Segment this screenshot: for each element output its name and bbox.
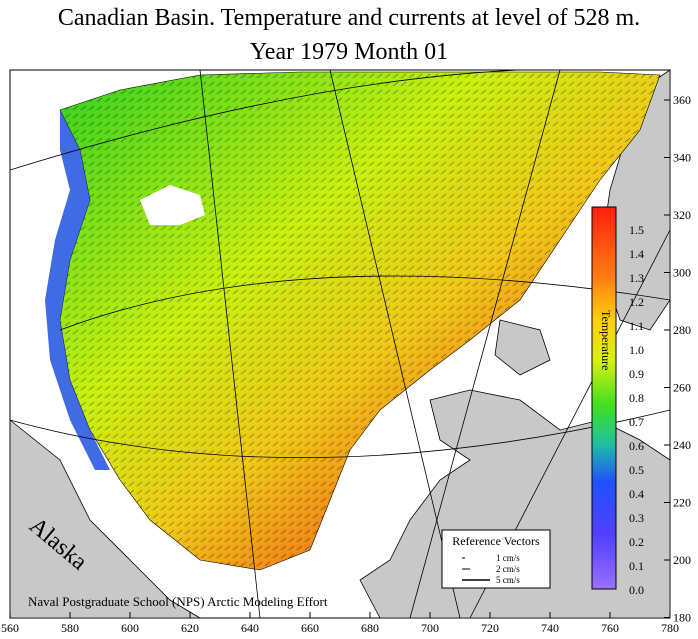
- colorbar-tick-label: 0.9: [629, 367, 644, 381]
- x-tick-label: 760: [601, 621, 619, 635]
- y-tick-label: 340: [673, 151, 691, 165]
- title-line-2: Year 1979 Month 01: [249, 39, 449, 65]
- y-axis-ticks: 360 340 320 300 280 260 240 220 200 180: [664, 93, 691, 625]
- reference-vectors-box: [441, 529, 551, 589]
- colorbar-tick-label: 1.2: [629, 295, 644, 309]
- x-tick-label: 720: [481, 621, 499, 635]
- x-tick-label: 700: [421, 621, 439, 635]
- island-landmass: [494, 319, 551, 376]
- arctic-islands-landmass: [599, 69, 671, 331]
- x-tick-label: 740: [541, 621, 559, 635]
- reference-vectors-title: Reference Vectors: [452, 534, 540, 548]
- x-tick-label: 680: [361, 621, 379, 635]
- x-tick-label: 600: [121, 621, 139, 635]
- colorbar: [591, 206, 617, 590]
- no-data-patch: [140, 185, 205, 225]
- y-tick-label: 260: [673, 381, 691, 395]
- credit-line: Naval Postgraduate School (NPS) Arctic M…: [28, 594, 328, 609]
- y-tick-label: 280: [673, 323, 691, 337]
- x-tick-label: 660: [301, 621, 319, 635]
- colorbar-label: Temperature: [599, 310, 613, 370]
- alaska-landmass: [9, 419, 202, 619]
- colorbar-tick-label: 1.4: [629, 247, 644, 261]
- x-tick-label: 640: [241, 621, 259, 635]
- x-tick-label: 560: [1, 621, 19, 635]
- colorbar-tick-label: 1.0: [629, 343, 644, 357]
- graticule: [9, 69, 671, 619]
- x-tick-label: 620: [181, 621, 199, 635]
- x-tick-label: 780: [661, 621, 679, 635]
- cold-water-edge: [45, 110, 110, 470]
- colorbar-tick-label: 0.5: [629, 463, 644, 477]
- reference-vector-label-5: 5 cm/s: [496, 575, 520, 585]
- colorbar-tick-label: 0.6: [629, 439, 644, 453]
- colorbar-tick-label: 1.1: [629, 319, 644, 333]
- colorbar-tick-label: 0.2: [629, 535, 644, 549]
- colorbar-tick-label: 0.8: [629, 391, 644, 405]
- y-tick-label: 360: [673, 93, 691, 107]
- colorbar-tick-label: 1.3: [629, 271, 644, 285]
- y-tick-label: 320: [673, 208, 691, 222]
- colorbar-tick-label: 1.5: [629, 223, 644, 237]
- x-axis-ticks: 560 580 600 620 640 660 680 700 720 740 760 780: [1, 612, 679, 635]
- y-tick-label: 240: [673, 438, 691, 452]
- y-tick-label: 220: [673, 496, 691, 510]
- current-vectors: [60, 72, 660, 570]
- colorbar-tick-label: 0.3: [629, 511, 644, 525]
- y-tick-label: 300: [673, 266, 691, 280]
- colorbar-tick-label: 0.1: [629, 559, 644, 573]
- reference-vector-label-1: 1 cm/s: [496, 553, 520, 563]
- y-tick-label: 200: [673, 553, 691, 567]
- title-line-1: Canadian Basin. Temperature and currents…: [57, 5, 641, 31]
- y-tick-label: 180: [673, 611, 691, 625]
- colorbar-ticks: 1.5 1.4 1.3 1.2 1.1 1.0 0.9 0.8 0.7 0.6 0.5 0.4 0.3 0…: [629, 223, 644, 597]
- colorbar-tick-label: 0.4: [629, 487, 644, 501]
- x-tick-label: 580: [61, 621, 79, 635]
- colorbar-tick-label: 0.7: [629, 415, 644, 429]
- reference-vector-label-2: 2 cm/s: [496, 564, 520, 574]
- colorbar-tick-label: 0.0: [629, 583, 644, 597]
